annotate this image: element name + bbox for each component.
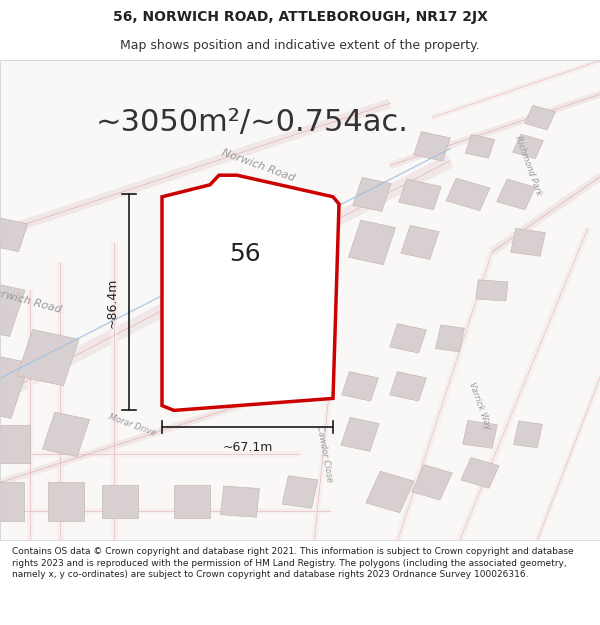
Bar [401,226,439,259]
Bar [0,354,29,419]
Bar [476,280,508,301]
Bar [512,134,544,159]
Bar [282,476,318,508]
Bar [446,178,490,211]
Bar [0,282,25,336]
Bar [463,421,497,448]
Bar [511,229,545,256]
Bar [466,134,494,158]
Bar [220,486,260,518]
Bar [17,329,79,386]
Text: Norwich Road: Norwich Road [220,148,296,184]
Text: 56, NORWICH ROAD, ATTLEBOROUGH, NR17 2JX: 56, NORWICH ROAD, ATTLEBOROUGH, NR17 2JX [113,10,487,24]
Text: ~86.4m: ~86.4m [106,278,119,328]
Text: ~67.1m: ~67.1m [223,441,272,454]
Bar [0,425,30,463]
Text: Morar Drive: Morar Drive [107,412,157,437]
Bar [497,179,535,210]
Text: Norwich Road: Norwich Road [0,285,62,315]
Bar [349,220,395,264]
Bar [389,372,427,401]
Bar [413,132,451,161]
Text: Varrick Way: Varrick Way [467,381,493,431]
Bar [48,482,84,521]
Bar [514,421,542,448]
Bar [201,259,255,294]
Bar [389,324,427,353]
Bar [0,214,28,252]
Bar [412,465,452,500]
Bar [353,177,391,211]
Bar [262,264,302,288]
Bar [0,482,24,521]
Bar [366,471,414,512]
Bar [524,105,556,130]
Bar [174,485,210,518]
Bar [461,458,499,488]
Bar [399,179,441,210]
Text: Map shows position and indicative extent of the property.: Map shows position and indicative extent… [120,39,480,51]
Text: Contains OS data © Crown copyright and database right 2021. This information is : Contains OS data © Crown copyright and d… [12,547,574,579]
Text: ~3050m²/~0.754ac.: ~3050m²/~0.754ac. [95,108,409,137]
Bar [102,485,138,518]
Bar [341,372,379,401]
Bar [43,412,89,457]
Bar [208,336,248,360]
Bar [341,418,379,451]
Polygon shape [162,175,339,411]
Text: 56: 56 [229,242,261,266]
Bar [436,325,464,352]
Text: Richmond Park: Richmond Park [513,134,543,197]
Text: Cawdor Close: Cawdor Close [314,424,334,483]
